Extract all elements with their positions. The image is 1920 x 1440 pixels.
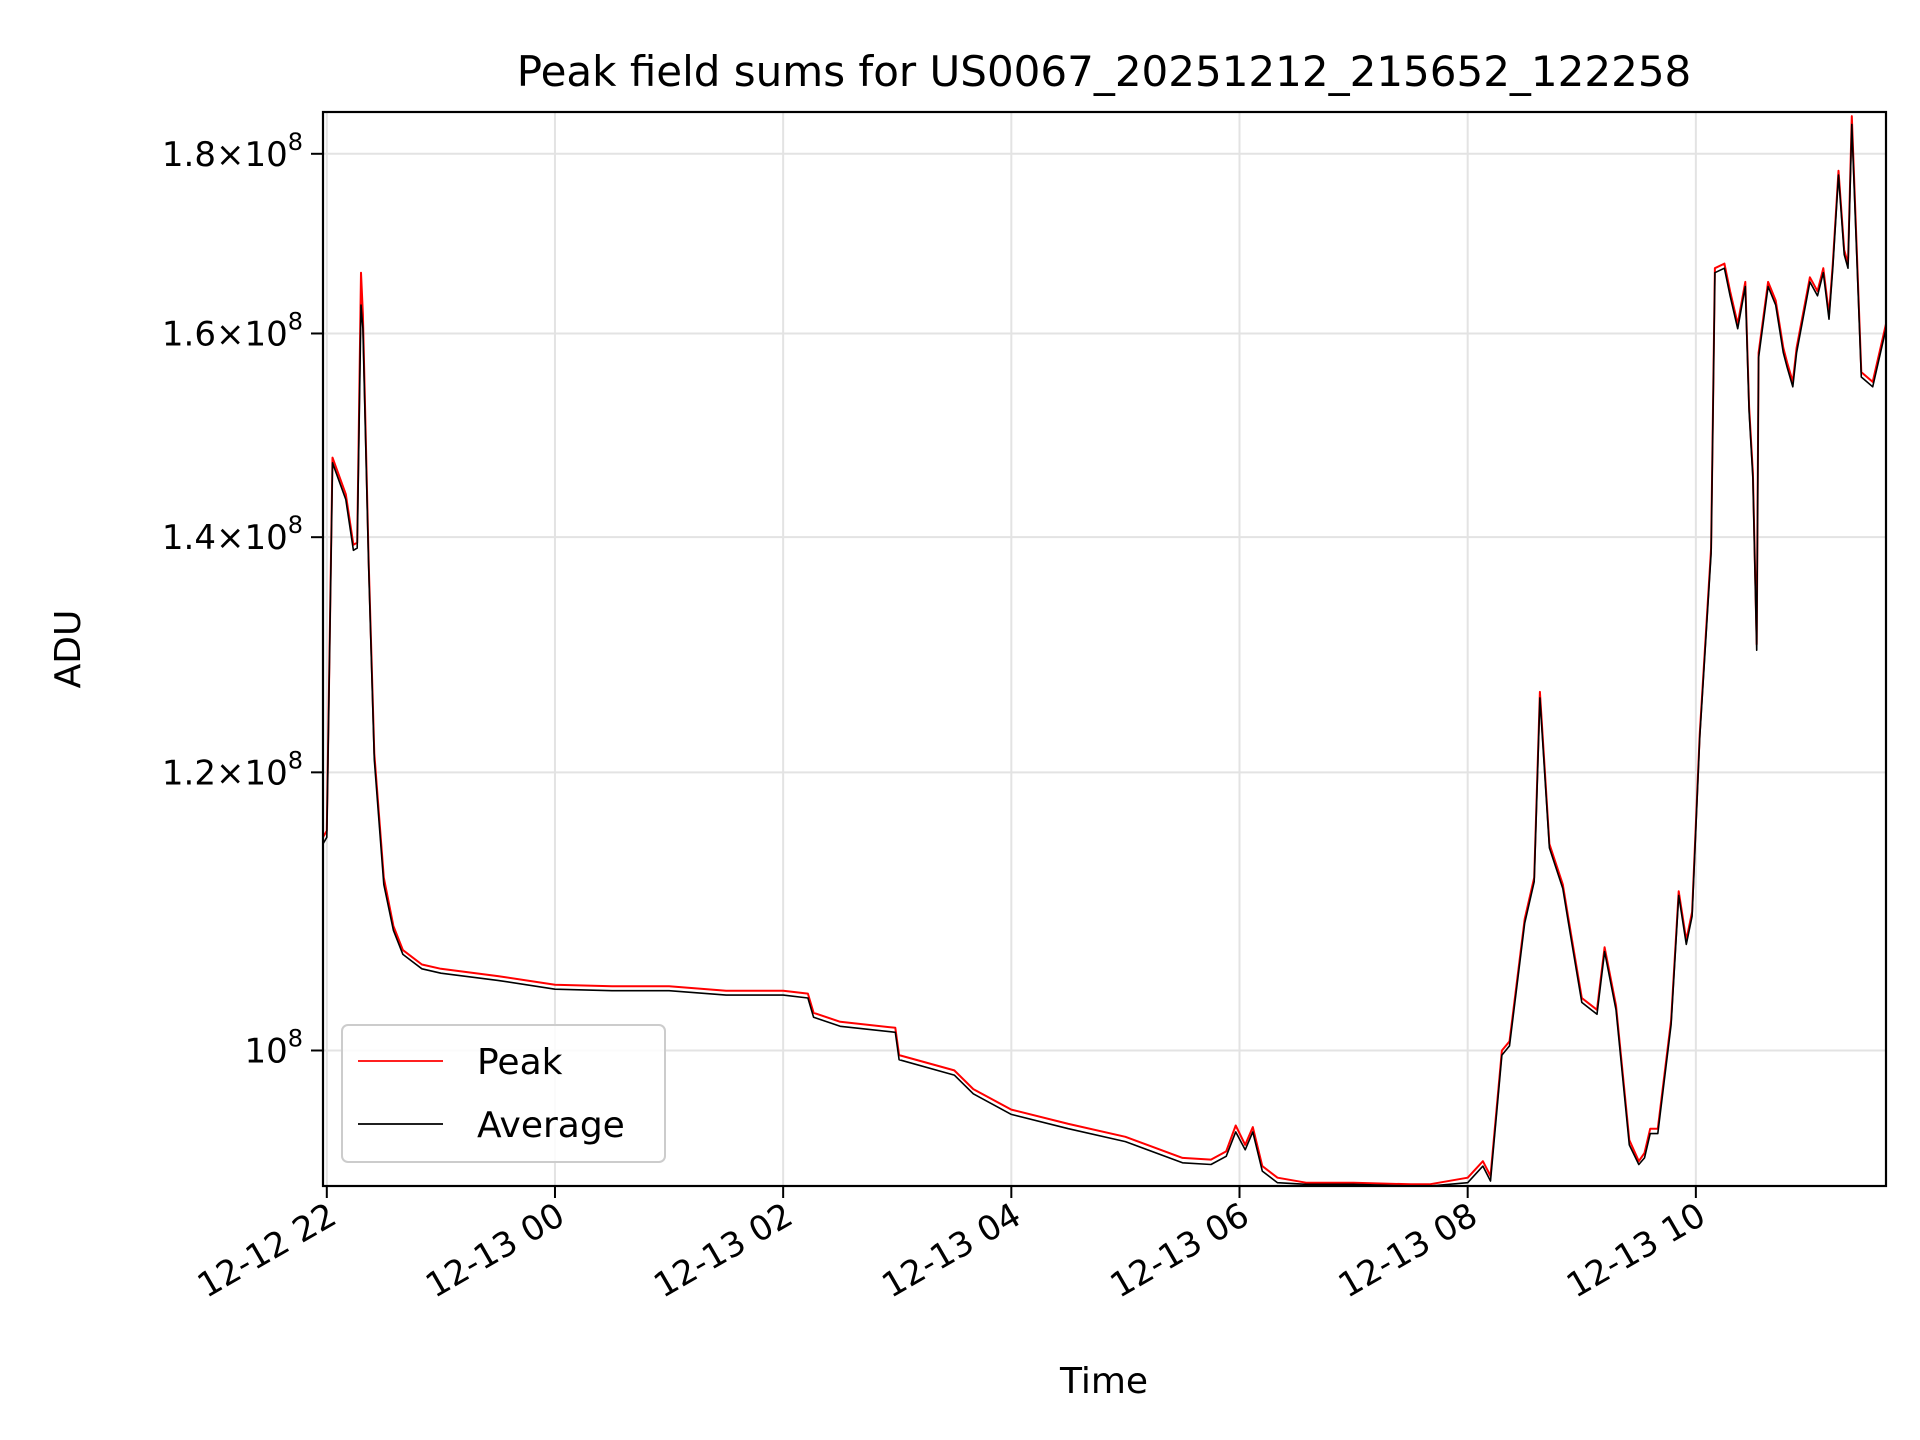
y-tick-mantissa: 1.6×10 — [162, 314, 288, 354]
y-tick-label: 1.2×108 — [162, 746, 303, 793]
y-tick-label: 108 — [244, 1024, 303, 1071]
y-tick-label: 1.8×108 — [162, 128, 303, 175]
y-tick-exponent: 8 — [288, 128, 303, 156]
x-axis-label: Time — [1059, 1361, 1148, 1402]
y-tick-exponent: 8 — [288, 1024, 303, 1052]
y-tick-exponent: 8 — [288, 307, 303, 335]
legend-label-peak: Peak — [477, 1042, 563, 1083]
legend-label-average: Average — [477, 1105, 625, 1146]
y-tick-mantissa: 1.4×10 — [162, 518, 288, 558]
y-tick-label: 1.4×108 — [162, 511, 303, 558]
legend-box — [341, 1024, 666, 1163]
series-line-average — [322, 123, 1887, 1187]
series-lines — [322, 115, 1887, 1187]
y-axis-label: ADU — [48, 610, 89, 689]
y-tick-mantissa: 10 — [244, 1031, 287, 1071]
legend: Peak Average — [341, 1024, 666, 1163]
plot-frame — [321, 110, 1888, 1188]
y-tick-exponent: 8 — [288, 746, 303, 774]
y-tick-mantissa: 1.2×10 — [162, 753, 288, 793]
y-tick-label: 1.6×108 — [162, 307, 303, 354]
y-tick-exponent: 8 — [288, 511, 303, 539]
chart-title: Peak field sums for US0067_20251212_2156… — [517, 47, 1692, 96]
y-tick-mantissa: 1.8×10 — [162, 135, 288, 175]
